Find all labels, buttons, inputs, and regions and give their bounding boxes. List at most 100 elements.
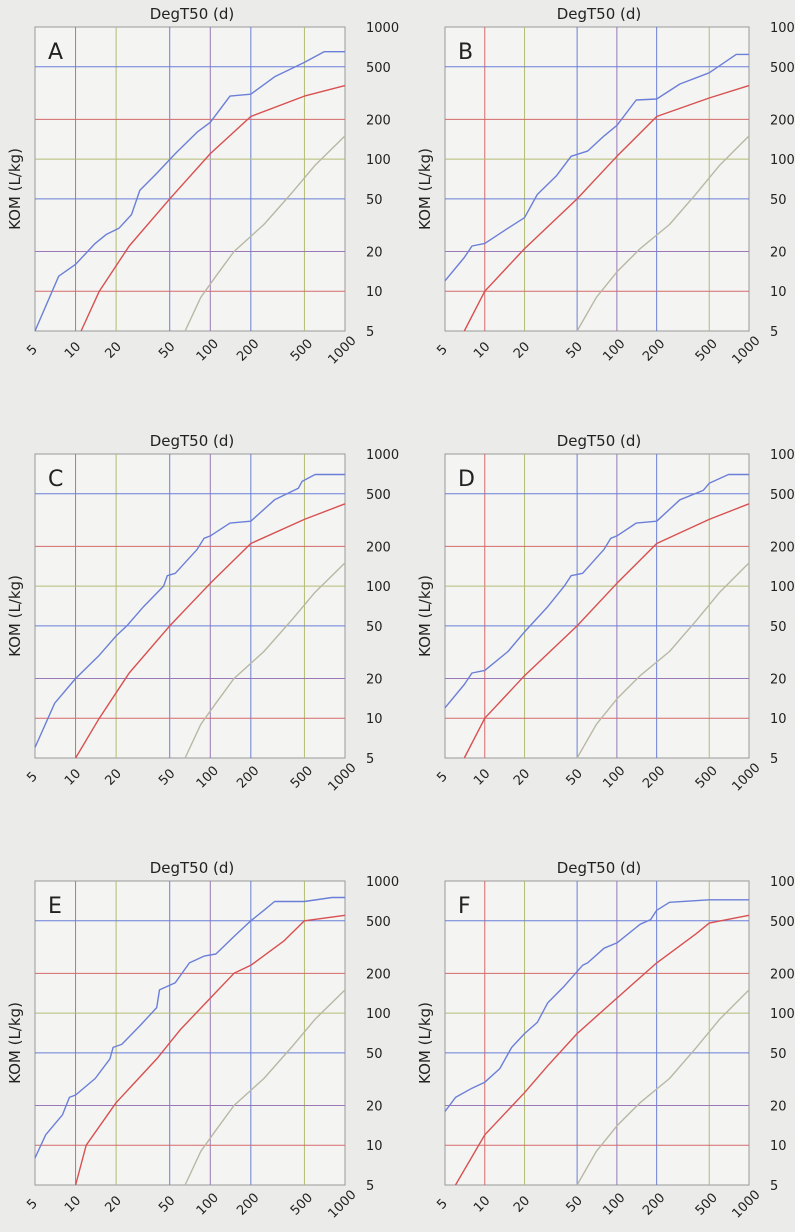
- series-line-red: [80, 84, 346, 332]
- x-tick-label: 100: [194, 763, 222, 791]
- y-tick-label: 500: [366, 61, 391, 76]
- y-tick-label: 500: [770, 915, 795, 930]
- x-tick-label: 20: [102, 339, 124, 361]
- y-tick-label: 200: [770, 113, 795, 128]
- y-tick-label: 500: [366, 488, 391, 503]
- y-tick-label: 5: [770, 1179, 778, 1194]
- x-tick-label: 5: [24, 1196, 40, 1212]
- y-tick-label: 1000: [366, 448, 399, 463]
- y-axis-label: KOM (L/kg): [6, 148, 24, 230]
- y-tick-label: 1000: [770, 21, 795, 36]
- y-tick-label: 200: [366, 967, 391, 982]
- x-tick-label: 100: [194, 1190, 222, 1218]
- y-tick-label: 1000: [366, 875, 399, 890]
- y-tick-label: 200: [366, 113, 391, 128]
- plot-area: [34, 26, 346, 332]
- y-tick-label: 10: [366, 285, 383, 300]
- y-tick-label: 5: [366, 1179, 374, 1194]
- y-axis-label: KOM (L/kg): [6, 1002, 24, 1084]
- series-line-gray: [576, 135, 750, 332]
- chart-panel-f: DegT50 (d) F KOM (L/kg) 5 10 20 50 100 200 500 100…: [416, 859, 795, 1222]
- y-axis-label: KOM (L/kg): [416, 1002, 434, 1084]
- y-axis-label: KOM (L/kg): [416, 148, 434, 230]
- x-tick-label: 500: [288, 336, 316, 364]
- panel-label: F: [458, 894, 471, 919]
- y-axis-label: KOM (L/kg): [416, 575, 434, 657]
- y-tick-label: 200: [770, 540, 795, 555]
- y-tick-label: 100: [770, 580, 795, 595]
- x-tick-label: 500: [288, 1190, 316, 1218]
- x-tick-label: 50: [156, 339, 178, 361]
- x-tick-label: 10: [62, 1193, 84, 1215]
- x-tick-label: 500: [693, 1190, 721, 1218]
- chart-title: DegT50 (d): [557, 859, 642, 877]
- x-tick-label: 5: [434, 1196, 450, 1212]
- x-tick-label: 20: [511, 1193, 533, 1215]
- y-tick-label: 5: [770, 752, 778, 767]
- y-tick-label: 50: [770, 620, 787, 635]
- x-tick-label: 1000: [326, 1188, 360, 1222]
- y-tick-label: 10: [366, 1139, 383, 1154]
- y-tick-label: 20: [366, 245, 383, 260]
- y-tick-label: 500: [770, 488, 795, 503]
- y-tick-label: 100: [366, 580, 391, 595]
- x-tick-label: 200: [640, 1190, 668, 1218]
- series-line-red: [74, 914, 346, 1186]
- y-tick-label: 100: [366, 1007, 391, 1022]
- x-tick-label: 10: [62, 766, 84, 788]
- x-tick-label: 5: [434, 342, 450, 358]
- y-tick-label: 500: [770, 61, 795, 76]
- x-tick-label: 500: [693, 763, 721, 791]
- x-tick-label: 200: [234, 763, 262, 791]
- plot-area: [34, 453, 346, 759]
- x-tick-label: 5: [24, 769, 40, 785]
- series-line-gray: [184, 989, 346, 1186]
- y-tick-label: 20: [770, 672, 787, 687]
- y-tick-label: 5: [366, 325, 374, 340]
- x-tick-label: 10: [471, 339, 493, 361]
- series-line-gray: [576, 562, 750, 759]
- panel-label: B: [458, 40, 473, 65]
- chart-panel-d: DegT50 (d) D KOM (L/kg) 5 10 20 50 100 200 500 100…: [416, 432, 795, 795]
- x-tick-label: 5: [434, 769, 450, 785]
- x-tick-label: 50: [156, 766, 178, 788]
- x-tick-label: 10: [471, 1193, 493, 1215]
- chart-panel-e: DegT50 (d) E KOM (L/kg) 5 10 20 50 100 200 500 100…: [6, 859, 399, 1222]
- series-line-gray: [184, 135, 346, 332]
- series-line-blue: [34, 473, 345, 748]
- y-tick-label: 50: [366, 193, 383, 208]
- x-tick-label: 20: [102, 766, 124, 788]
- x-tick-label: 500: [693, 336, 721, 364]
- chart-title: DegT50 (d): [150, 432, 235, 450]
- series-line-red: [74, 503, 346, 759]
- x-tick-label: 200: [234, 1190, 262, 1218]
- x-tick-label: 20: [102, 1193, 124, 1215]
- x-tick-label: 50: [563, 766, 585, 788]
- panel-label: A: [48, 40, 63, 65]
- x-tick-label: 10: [62, 339, 84, 361]
- y-tick-label: 5: [366, 752, 374, 767]
- y-tick-label: 50: [770, 1047, 787, 1062]
- x-tick-label: 200: [234, 336, 262, 364]
- y-tick-label: 200: [770, 967, 795, 982]
- x-tick-label: 100: [600, 336, 628, 364]
- y-tick-label: 20: [366, 672, 383, 687]
- y-tick-label: 1000: [770, 448, 795, 463]
- y-tick-label: 50: [366, 1047, 383, 1062]
- x-tick-label: 1000: [730, 761, 764, 795]
- y-tick-label: 10: [770, 285, 787, 300]
- panel-label: C: [48, 467, 63, 492]
- y-tick-label: 10: [366, 712, 383, 727]
- chart-panel-c: DegT50 (d) C KOM (L/kg) 5 10 20 50 100 200 500 100…: [6, 432, 399, 795]
- chart-title: DegT50 (d): [557, 432, 642, 450]
- x-tick-label: 200: [640, 336, 668, 364]
- plot-area: [444, 880, 750, 1186]
- chart-title: DegT50 (d): [150, 859, 235, 877]
- series-line-blue: [444, 899, 749, 1112]
- series-line-blue: [444, 53, 749, 282]
- y-axis-label: KOM (L/kg): [6, 575, 24, 657]
- y-tick-label: 20: [770, 1099, 787, 1114]
- series-line-blue: [444, 473, 749, 709]
- y-tick-label: 1000: [770, 875, 795, 890]
